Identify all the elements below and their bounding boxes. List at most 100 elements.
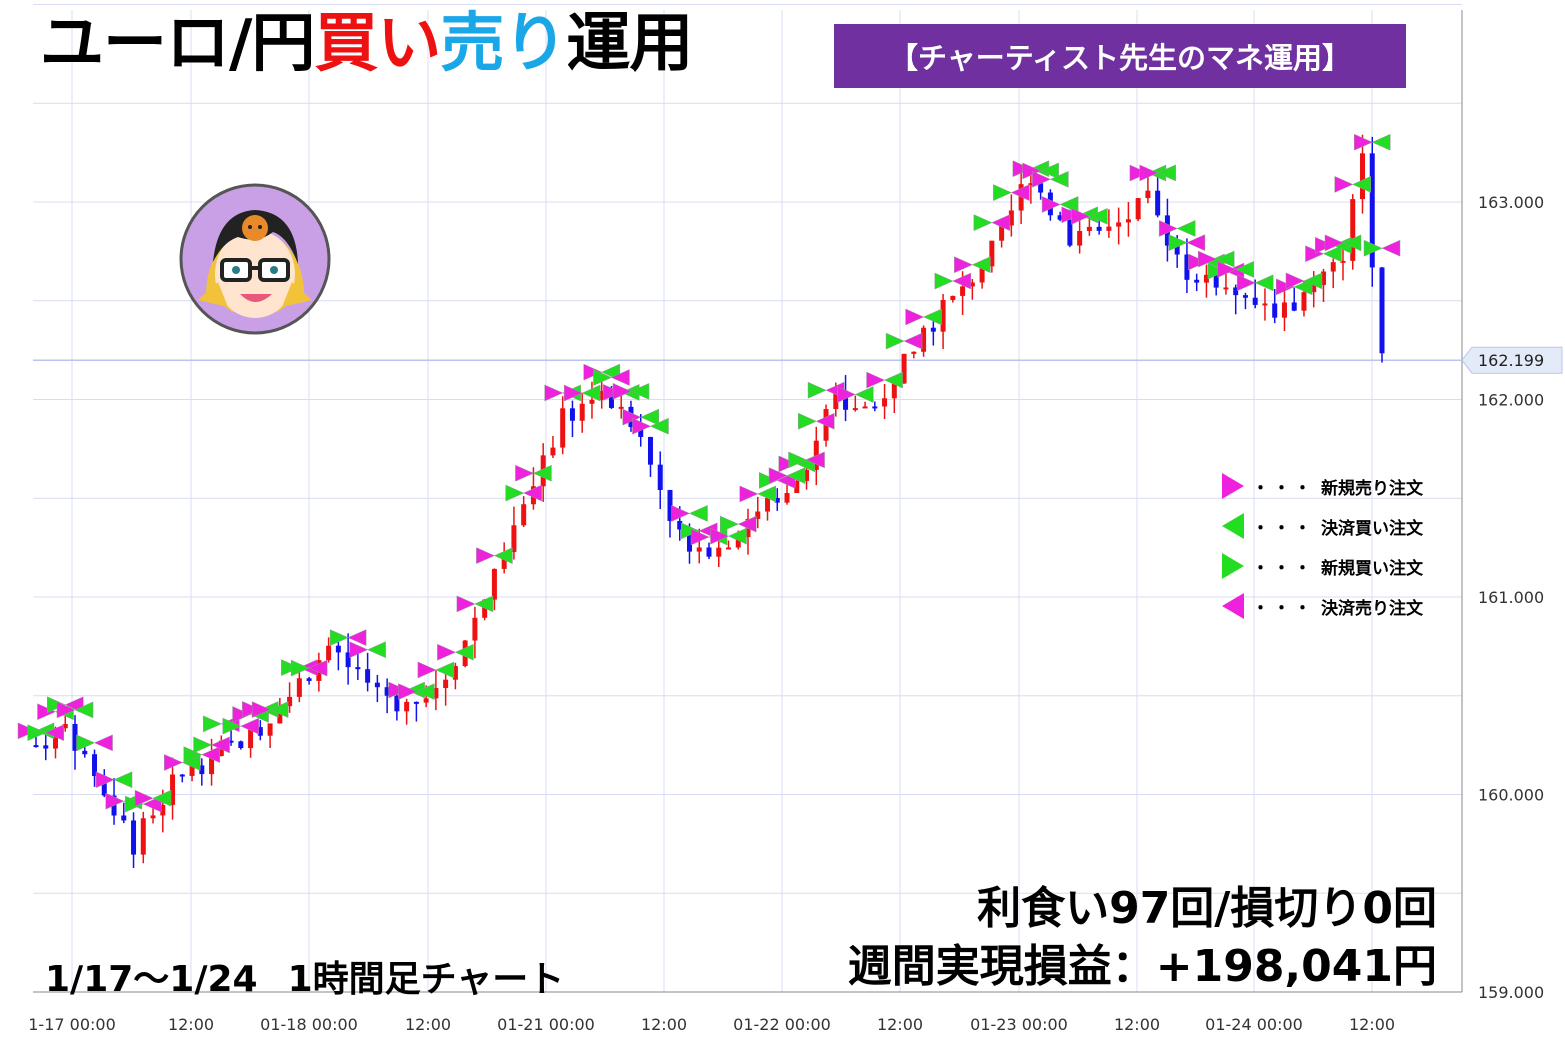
trade-marker-left — [240, 717, 260, 735]
candle-body — [384, 687, 390, 696]
candle-body — [696, 547, 702, 552]
candle — [1086, 216, 1092, 236]
weekly-profit: 週間実現損益：+198,041円 — [847, 941, 1437, 992]
trade-marker-right — [1236, 274, 1256, 292]
trade-marker-right — [885, 332, 905, 350]
candle-body — [1057, 215, 1063, 220]
candle — [647, 436, 653, 477]
candle-body — [189, 765, 195, 776]
trade-marker-left — [201, 746, 221, 764]
candle — [891, 383, 897, 413]
candle-body — [979, 266, 985, 283]
candle — [1233, 284, 1239, 315]
trade-marker-right — [281, 659, 300, 677]
candle — [365, 652, 371, 692]
candle-body — [1369, 153, 1375, 268]
legend-dots: ・・・ — [1252, 598, 1315, 619]
trade-marker-right — [1285, 272, 1305, 290]
trade-marker-left — [1186, 234, 1206, 252]
candle-body — [589, 399, 595, 404]
candle — [404, 698, 410, 725]
candle — [1242, 292, 1248, 310]
candle-body — [1155, 190, 1161, 216]
candle-body — [345, 652, 351, 668]
candle-body — [638, 427, 644, 437]
trade-marker-right — [593, 369, 613, 386]
candle-body — [1028, 183, 1034, 186]
candle-body — [140, 818, 146, 855]
candle-body — [335, 645, 341, 653]
candle-body — [1096, 226, 1102, 231]
trade-marker-right — [1012, 160, 1032, 178]
trade-marker-right — [1305, 245, 1325, 263]
candle-body — [1145, 190, 1151, 199]
trade-marker-right — [866, 371, 886, 389]
candle — [199, 758, 205, 786]
candle-body — [686, 529, 692, 552]
candle-body — [131, 820, 137, 855]
candle-body — [882, 398, 888, 407]
candle-body — [121, 815, 127, 821]
candle-body — [150, 815, 156, 819]
triangle-right-icon — [1222, 553, 1244, 579]
candle-body — [804, 469, 810, 481]
candle-body — [989, 240, 995, 267]
current-price-tag: 162.199 — [1461, 346, 1563, 374]
candle-body — [550, 447, 556, 456]
trade-marker-left — [45, 724, 65, 742]
legend-label: 新規売り注文 — [1321, 478, 1423, 499]
y-tick-label: 163.000 — [1478, 193, 1544, 212]
candle — [345, 633, 351, 685]
trade-count: 利食い97回/損切り0回 — [977, 883, 1437, 934]
candle — [1330, 258, 1336, 289]
candle-body — [1038, 183, 1044, 193]
candle-body — [560, 408, 566, 448]
candle-body — [296, 678, 302, 697]
period-label: 1/17～1/24 — [45, 959, 258, 1000]
trade-marker-right — [622, 408, 642, 426]
trade-marker-right — [37, 703, 57, 721]
candle-body — [921, 327, 927, 352]
candle-body — [891, 383, 897, 399]
candle-body — [326, 645, 332, 661]
candle-body — [1320, 271, 1326, 286]
title-buy: 買い — [314, 7, 441, 81]
trade-marker-left — [1322, 245, 1342, 263]
trade-marker-right — [27, 724, 47, 742]
candle-body — [394, 695, 400, 712]
candle — [1057, 211, 1063, 222]
candle-body — [365, 669, 371, 683]
title-sell: 売り — [440, 7, 567, 81]
candle-body — [404, 701, 410, 712]
x-tick-label: 12:00 — [1349, 1015, 1395, 1034]
candle-body — [287, 696, 293, 707]
trade-marker-right — [1275, 278, 1295, 296]
trade-marker-left — [610, 369, 630, 386]
trade-marker-left — [1059, 196, 1079, 213]
trade-marker-left — [883, 371, 903, 389]
candle-body — [209, 756, 215, 775]
candle-body — [1135, 198, 1141, 220]
candle — [287, 682, 293, 713]
candle-body — [960, 286, 966, 296]
legend-dots: ・・・ — [1252, 558, 1315, 579]
candle-body — [911, 351, 917, 354]
candle-body — [726, 547, 732, 550]
title-pair: ユーロ/円 — [40, 7, 315, 81]
candle — [921, 325, 927, 357]
candle-body — [794, 480, 800, 493]
trade-markers — [17, 133, 1401, 813]
candle-body — [62, 723, 68, 729]
y-tick-labels: 159.000 160.000 161.000 162.000 163.000 — [1478, 193, 1544, 1002]
candle — [1350, 194, 1356, 270]
trade-marker-left — [1352, 176, 1371, 193]
candle-body — [248, 727, 254, 749]
y-tick-label: 159.000 — [1478, 983, 1544, 1002]
candle — [170, 757, 176, 820]
trade-marker-right — [1041, 196, 1061, 213]
candle-body — [647, 436, 653, 465]
candle — [140, 811, 146, 864]
candle — [1359, 134, 1365, 214]
trade-marker-left — [532, 464, 552, 482]
candle-body — [1194, 279, 1200, 283]
